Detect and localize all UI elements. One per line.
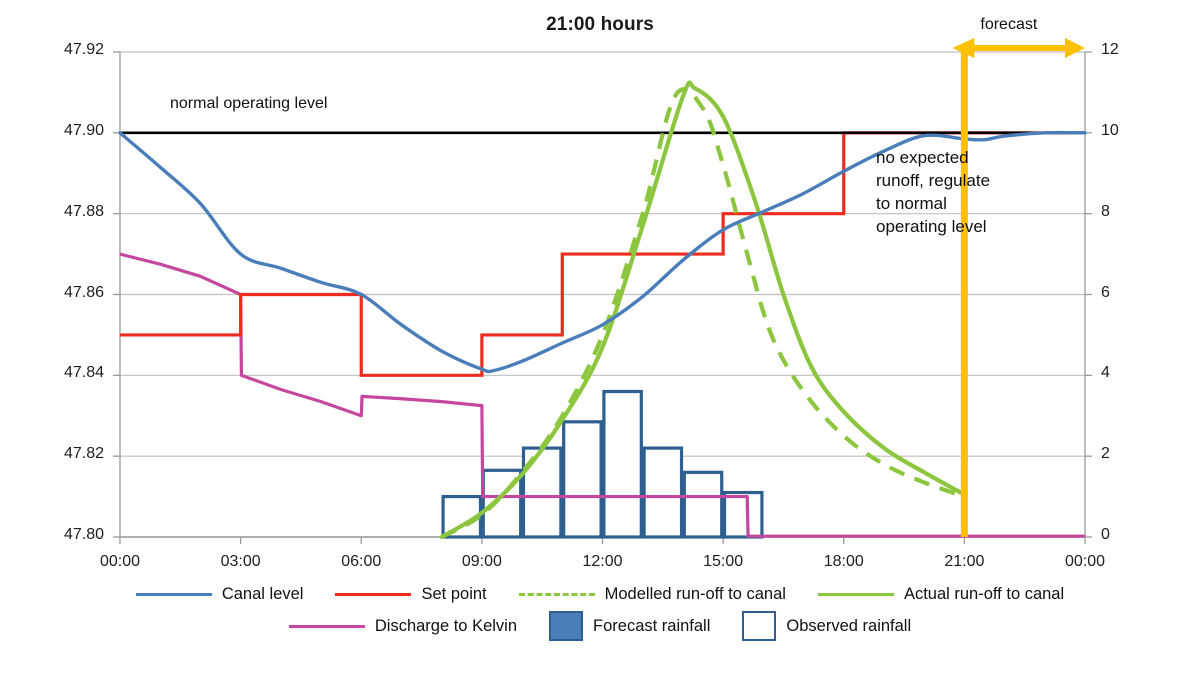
y-axis-right-tick-label: 10: [1101, 121, 1119, 139]
forecast-label: forecast: [980, 16, 1038, 33]
x-axis-tick-label: 21:00: [944, 553, 985, 570]
y-axis-left-tick-label: 47.84: [63, 364, 104, 382]
y-axis-left-tick-label: 47.86: [63, 283, 104, 301]
series-actual-runoff: [439, 80, 967, 540]
legend-line-swatch: [335, 592, 412, 596]
y-axis-right-tick-label: 4: [1101, 364, 1110, 382]
legend-item-label: Modelled run-off to canal: [604, 584, 786, 603]
y-axis-left-tick-label: 47.90: [63, 121, 104, 139]
legend-item[interactable]: Actual run-off to canal: [817, 584, 1065, 604]
series-modelled-runoff: [440, 87, 966, 539]
legend-item-label: Actual run-off to canal: [903, 584, 1065, 603]
legend-line-swatch: [288, 624, 365, 628]
y-axis-left-tick-label: 47.80: [63, 526, 104, 543]
rainfall-bar: [682, 470, 724, 539]
x-axis-tick-label: 00:00: [1064, 553, 1106, 570]
forecast-arrow-head-left: [952, 38, 975, 58]
legend-open-box-swatch: [742, 611, 777, 641]
legend-item-label: Set point: [421, 584, 487, 603]
normal-operating-level-label: normal operating level: [170, 94, 328, 112]
y-axis-right-tick-label: 8: [1101, 202, 1110, 220]
no-expected-runoff-annotation: no expected runoff, regulate to normal o…: [876, 148, 991, 236]
legend-item-label: Discharge to Kelvin: [374, 616, 518, 635]
x-axis-tick-label: 12:00: [582, 553, 623, 570]
legend-item[interactable]: Canal level: [135, 584, 304, 604]
legend-dashed-line-swatch: [518, 592, 595, 596]
y-axis-left-tick-label: 47.92: [63, 41, 104, 58]
y-axis-right-tick-label: 6: [1101, 283, 1110, 301]
legend-item[interactable]: Discharge to Kelvin: [288, 616, 518, 636]
x-axis-tick-label: 15:00: [703, 553, 744, 570]
legend-item[interactable]: Observed rainfall: [742, 611, 911, 641]
series-canal-level: [118, 130, 1087, 374]
x-axis-tick-label: 00:00: [99, 553, 141, 570]
legend-item[interactable]: Forecast rainfall: [549, 611, 710, 641]
legend-line-swatch: [817, 592, 894, 596]
legend-row: Discharge to Kelvin Forecast rainfall Obse…: [0, 610, 1200, 642]
y-axis-right-tick-label: 12: [1101, 41, 1119, 58]
y-axis-left-tick-label: 47.82: [63, 445, 104, 463]
y-axis-right-tick-label: 2: [1101, 445, 1110, 463]
legend-filled-box-swatch: [549, 611, 584, 641]
chart-legend: Canal level Set point Modelled run-off to …: [0, 578, 1200, 642]
y-axis-right-tick-label: 0: [1101, 526, 1110, 543]
rainfall-bar: [602, 389, 643, 539]
legend-item[interactable]: Modelled run-off to canal: [518, 584, 786, 604]
legend-item-label: Forecast rainfall: [593, 616, 711, 635]
rainfall-bar: [562, 420, 603, 539]
legend-item[interactable]: Set point: [335, 584, 487, 604]
series-set-point: [120, 131, 1085, 377]
series-discharge-to-kelvin: [119, 252, 1085, 538]
legend-line-swatch: [135, 592, 212, 596]
forecast-arrow-head-right: [1065, 38, 1085, 58]
x-axis-tick-label: 03:00: [220, 553, 261, 570]
legend-item-label: Canal level: [221, 584, 304, 603]
y-axis-left-tick-label: 47.88: [63, 202, 104, 220]
legend-item-label: Observed rainfall: [786, 616, 912, 635]
chart-title: 21:00 hours: [546, 14, 654, 35]
rainfall-bar: [722, 490, 764, 539]
x-axis-tick-label: 06:00: [341, 553, 382, 570]
rainfall-bar: [642, 446, 684, 539]
x-axis-tick-label: 18:00: [823, 553, 864, 570]
x-axis-tick-label: 09:00: [461, 553, 502, 570]
legend-row: Canal level Set point Modelled run-off to …: [0, 578, 1200, 610]
